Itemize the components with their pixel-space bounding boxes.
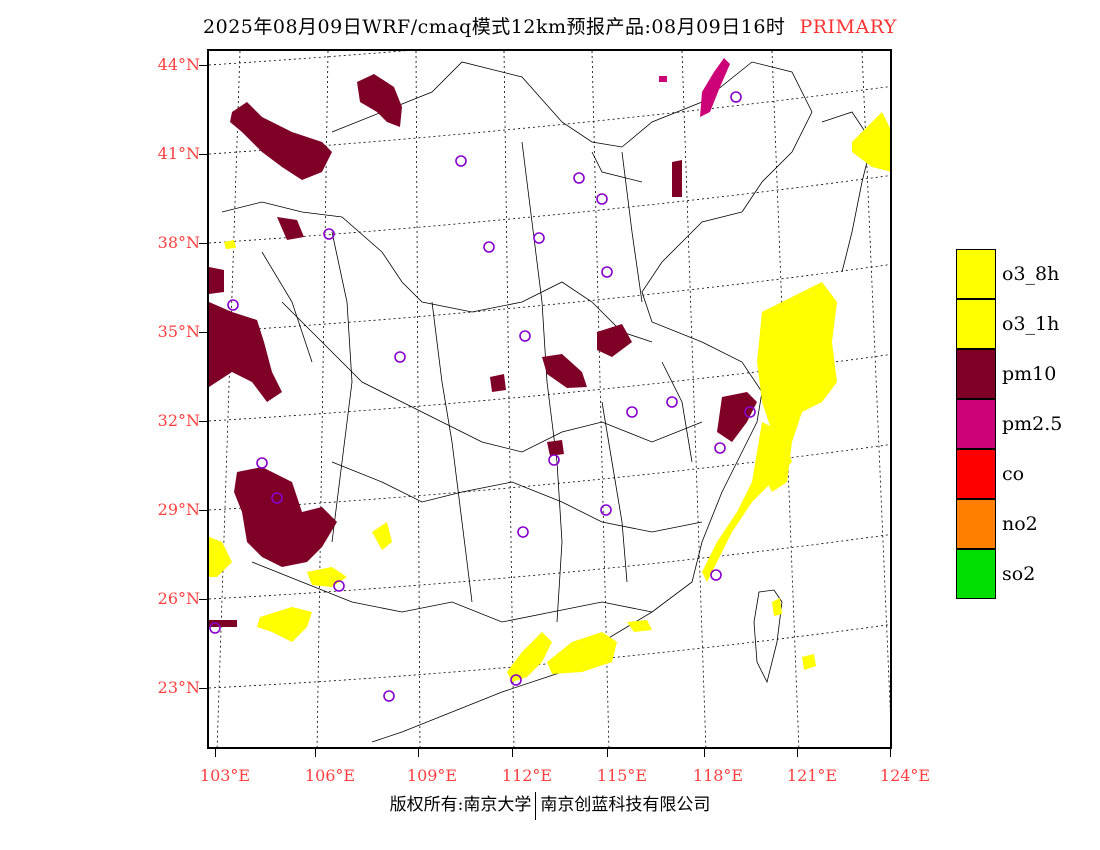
lon-label-112: 112°E [501,766,553,785]
lat-label-38: 38°N [157,233,200,252]
lon-label-103: 103°E [199,766,251,785]
legend-label: o3_1h [1002,313,1060,335]
legend-swatch-so2 [956,549,996,599]
lat-label-23: 23°N [157,678,200,697]
legend-label: so2 [1002,563,1036,585]
legend-swatch-co [956,449,996,499]
boundaries [221,61,873,743]
legend-swatch-pm10 [956,349,996,399]
pollution-map [209,51,890,747]
lat-tick [199,332,207,333]
legend-label: o3_8h [1002,263,1060,285]
lat-tick [199,599,207,600]
map-panel [207,49,892,749]
footer-left: 版权所有:南京大学 [389,795,532,815]
lon-tick [890,749,891,757]
legend-swatch-no2 [956,499,996,549]
legend-label: pm10 [1002,363,1057,385]
lon-tick [704,749,705,757]
footer-right: 南京创蓝科技有限公司 [540,795,711,815]
lat-tick [199,510,207,511]
lat-label-26: 26°N [157,589,200,608]
legend-swatch-o3-1h [956,299,996,349]
legend-swatch-o3-8h [956,249,996,299]
title-tag: PRIMARY [799,16,897,38]
lon-tick [512,749,513,757]
legend-swatch-pm25 [956,399,996,449]
lon-tick [418,749,419,757]
lon-tick [315,749,316,757]
lat-label-29: 29°N [157,500,200,519]
lon-label-106: 106°E [304,766,356,785]
lat-tick [199,421,207,422]
legend-label: co [1002,463,1025,485]
pm25-patches [659,58,730,117]
lon-tick [215,749,216,757]
lon-label-124: 124°E [879,766,931,785]
lon-label-115: 115°E [596,766,648,785]
lon-label-118: 118°E [692,766,744,785]
lat-label-32: 32°N [157,411,200,430]
lon-label-121: 121°E [786,766,838,785]
copyright-footer: 版权所有:南京大学 南京创蓝科技有限公司 [0,790,1100,820]
station-markers [209,91,756,702]
lat-tick [199,688,207,689]
title-main: 2025年08月09日WRF/cmaq模式12km预报产品:08月09日16时 [203,16,786,38]
lat-tick [199,154,207,155]
o3-patches [209,112,890,682]
legend-label: pm2.5 [1002,413,1063,435]
lon-tick [797,749,798,757]
footer-divider [535,791,537,820]
legend-label: no2 [1002,513,1038,535]
lat-label-44: 44°N [157,55,200,74]
lat-tick [199,65,207,66]
lat-tick [199,243,207,244]
chart-title: 2025年08月09日WRF/cmaq模式12km预报产品:08月09日16时 P… [0,12,1100,39]
lat-label-35: 35°N [157,322,200,341]
pm10-patches [209,74,757,627]
lon-label-109: 109°E [406,766,458,785]
lon-tick [607,749,608,757]
lat-label-41: 41°N [157,144,200,163]
